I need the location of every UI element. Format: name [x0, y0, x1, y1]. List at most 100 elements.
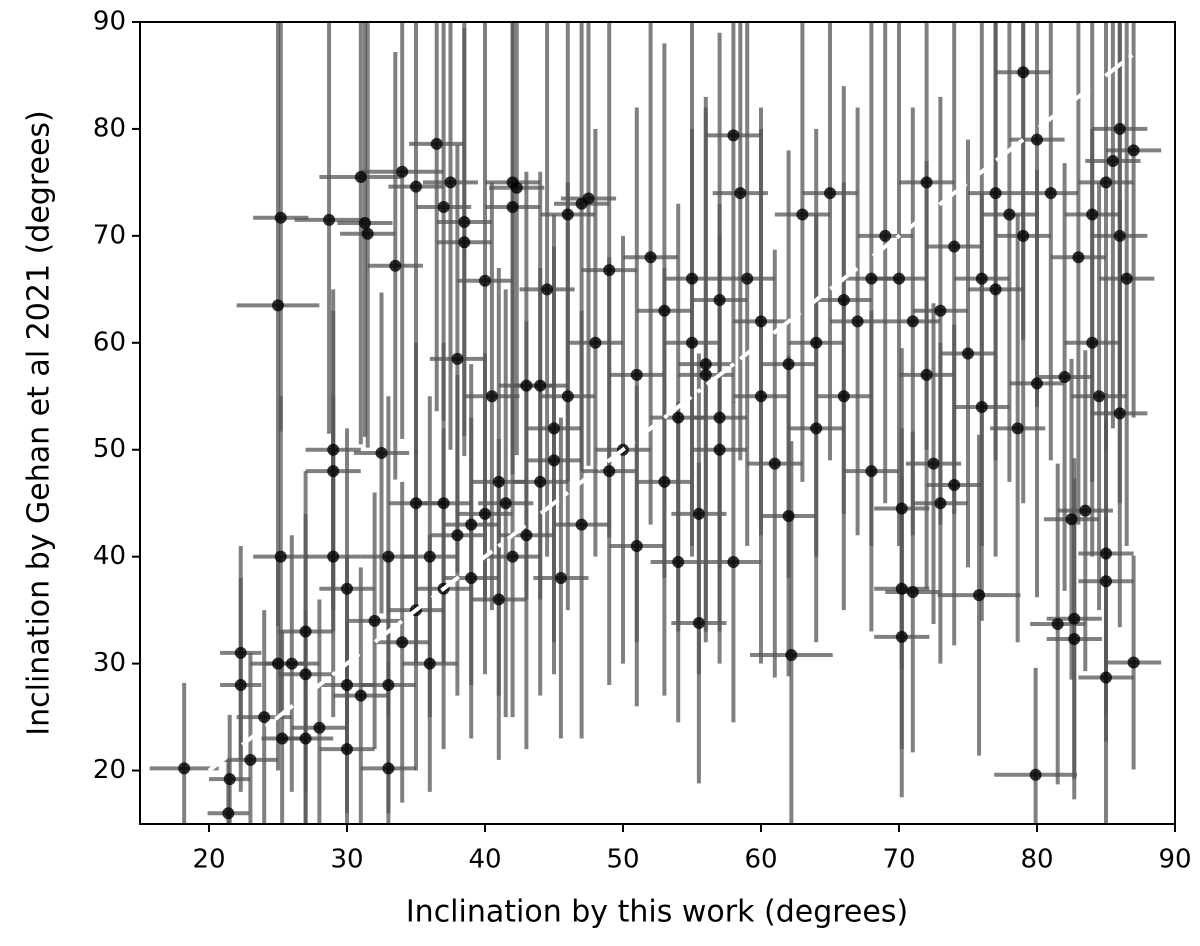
data-point — [895, 582, 908, 595]
data-point — [644, 251, 657, 264]
data-point — [713, 443, 726, 456]
data-point — [1086, 208, 1099, 221]
data-point — [299, 732, 312, 745]
data-point — [234, 646, 247, 659]
data-point — [1086, 336, 1099, 349]
data-point — [920, 368, 933, 381]
data-point — [313, 721, 326, 734]
data-point — [1044, 187, 1057, 200]
data-point — [327, 550, 340, 563]
x-tick-label: 90 — [1158, 845, 1191, 875]
data-point — [895, 630, 908, 643]
y-tick-label: 40 — [93, 541, 126, 571]
data-point — [796, 208, 809, 221]
data-point — [382, 678, 395, 691]
data-point — [1127, 656, 1140, 669]
data-point — [423, 657, 436, 670]
data-point — [299, 668, 312, 681]
data-point — [658, 475, 671, 488]
data-point — [824, 187, 836, 200]
data-point — [423, 550, 436, 563]
data-point — [575, 518, 588, 531]
data-point — [755, 315, 767, 328]
x-tick-label: 40 — [468, 845, 501, 875]
data-point — [458, 215, 471, 228]
data-point — [989, 187, 1002, 200]
data-point — [561, 390, 574, 403]
data-point — [603, 264, 616, 277]
data-point — [1093, 390, 1106, 403]
data-point — [375, 446, 388, 459]
y-tick-label: 90 — [93, 7, 126, 37]
data-point — [451, 529, 464, 542]
data-point — [465, 518, 478, 531]
data-point — [410, 497, 422, 510]
data-point — [734, 187, 747, 200]
data-point — [658, 304, 671, 317]
data-point — [893, 272, 905, 285]
data-point — [672, 556, 685, 569]
data-point — [396, 165, 409, 178]
data-point — [458, 236, 471, 249]
data-point — [975, 400, 988, 413]
data-point — [1029, 768, 1042, 781]
data-point — [1120, 272, 1133, 285]
data-point — [358, 217, 371, 230]
data-point — [323, 213, 336, 226]
data-point — [741, 272, 754, 285]
data-point — [1065, 513, 1078, 526]
data-point — [713, 411, 726, 424]
data-point — [361, 227, 374, 240]
data-point — [686, 272, 698, 285]
data-point — [837, 390, 850, 403]
data-point — [768, 457, 781, 470]
data-point — [686, 336, 698, 349]
data-point — [541, 283, 554, 296]
data-point — [1003, 208, 1016, 221]
data-point — [492, 475, 505, 488]
data-point — [430, 137, 443, 150]
x-tick-label: 80 — [1020, 845, 1053, 875]
data-point — [499, 497, 512, 510]
data-point — [506, 200, 519, 213]
data-point — [810, 422, 823, 435]
x-tick-label: 60 — [744, 845, 777, 875]
x-tick-label: 20 — [192, 845, 225, 875]
data-point — [520, 529, 533, 542]
x-tick-label: 70 — [882, 845, 915, 875]
x-tick-label: 30 — [330, 845, 363, 875]
data-point — [1100, 547, 1112, 560]
y-tick-label: 50 — [93, 434, 126, 464]
data-point — [1068, 633, 1081, 646]
data-point — [1011, 422, 1024, 435]
data-point — [451, 352, 464, 365]
data-point — [782, 358, 795, 371]
data-point — [851, 315, 864, 328]
data-point — [865, 465, 878, 478]
data-point — [506, 550, 519, 563]
y-axis-label: Inclination by Gehan et al 2021 (degrees… — [22, 110, 57, 735]
y-tick-label: 70 — [93, 220, 126, 250]
data-point — [755, 390, 767, 403]
data-point — [603, 465, 616, 478]
data-point — [934, 304, 947, 317]
data-point — [354, 689, 367, 702]
data-point — [1113, 229, 1126, 242]
data-point — [934, 497, 947, 510]
data-point — [382, 550, 395, 563]
data-point — [1058, 371, 1071, 384]
data-point — [865, 272, 878, 285]
data-point — [341, 582, 353, 595]
data-point — [782, 510, 795, 523]
y-tick-label: 80 — [93, 113, 126, 143]
data-point — [258, 711, 271, 724]
data-point — [785, 649, 798, 662]
data-point — [630, 368, 643, 381]
data-point — [485, 390, 498, 403]
data-point — [274, 550, 287, 563]
plot-area — [149, 22, 1162, 824]
data-point — [520, 379, 533, 392]
data-point — [879, 229, 892, 242]
data-point — [389, 259, 402, 272]
data-point — [727, 129, 740, 142]
